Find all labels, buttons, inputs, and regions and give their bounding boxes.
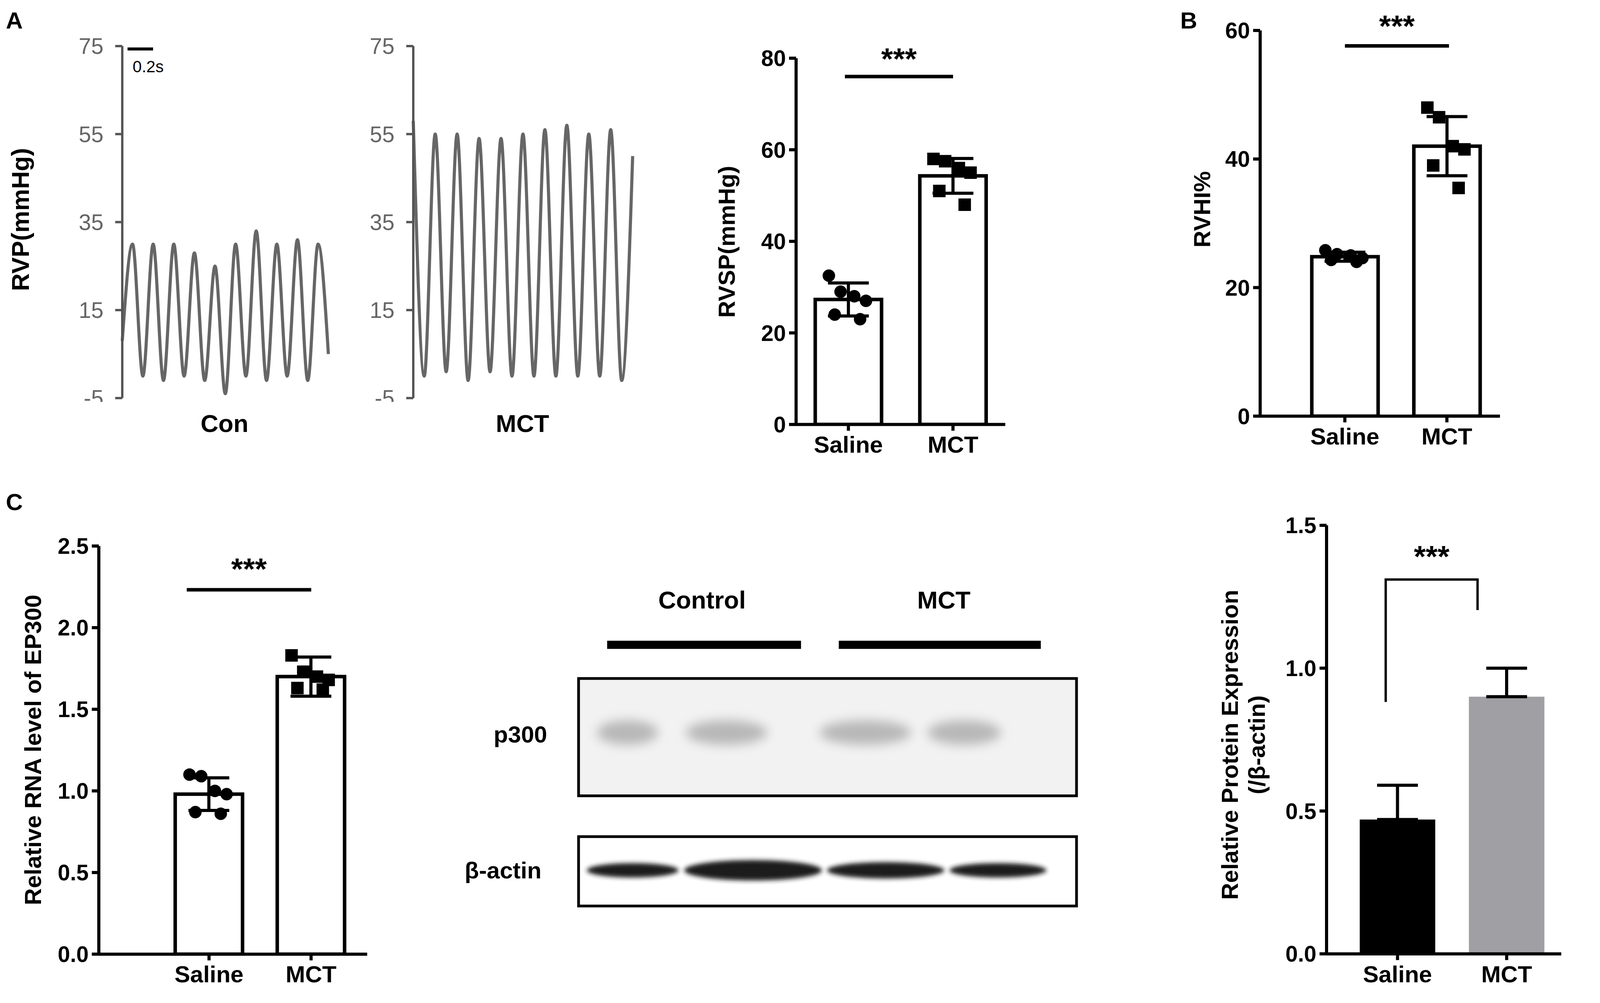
html-text:RVHI%: RVHI% [1188,170,1216,248]
svg-text:0: 0 [1237,403,1250,429]
svg-text:-5: -5 [83,385,104,402]
svg-text:75: 75 [369,33,395,59]
svg-text:Saline: Saline [174,961,244,988]
html-text:C: C [5,488,23,516]
svg-text:80: 80 [760,45,786,71]
svg-text:35: 35 [369,209,395,235]
svg-text:2.0: 2.0 [57,615,89,641]
svg-text:0.5: 0.5 [1285,798,1317,824]
svg-text:60: 60 [1225,18,1250,44]
svg-text:75: 75 [78,33,104,59]
svg-text:0.0: 0.0 [1285,941,1317,967]
svg-text:Saline: Saline [1362,961,1433,988]
svg-text:MCT: MCT [917,586,971,614]
html-text:(/β-actin): (/β-actin) [1243,695,1270,795]
svg-text:2.5: 2.5 [57,533,89,559]
svg-text:Saline: Saline [1310,423,1380,450]
html-text:MCT: MCT [495,409,550,438]
html-text:A: A [5,7,23,34]
svg-text:0.5: 0.5 [57,860,89,886]
svg-text:-5: -5 [374,385,395,402]
html-text:Con: Con [200,409,249,438]
svg-text:40: 40 [1225,146,1250,172]
svg-text:MCT: MCT [1481,961,1533,988]
svg-text:60: 60 [760,137,786,163]
svg-text:MCT: MCT [1421,423,1473,450]
svg-text:β-actin: β-actin [464,857,542,884]
svg-text:0: 0 [773,412,786,438]
svg-text:15: 15 [78,297,104,323]
svg-text:Control: Control [658,586,746,614]
svg-text:55: 55 [78,121,104,147]
svg-text:0.2s: 0.2s [132,57,164,76]
html-text:RVSP(mmHg): RVSP(mmHg) [713,165,740,318]
svg-text:1.0: 1.0 [1285,655,1317,681]
svg-text:1.0: 1.0 [57,778,89,804]
svg-text:35: 35 [78,209,104,235]
svg-text:p300: p300 [493,721,548,748]
html-text:RVP(mmHg): RVP(mmHg) [6,147,34,291]
svg-text:40: 40 [760,228,786,254]
svg-text:MCT: MCT [927,431,979,458]
html-text:Relative RNA level of EP300: Relative RNA level of EP300 [19,594,46,906]
svg-text:20: 20 [760,320,786,346]
svg-text:Saline: Saline [813,431,883,458]
svg-text:0.0: 0.0 [57,941,89,967]
svg-text:MCT: MCT [285,961,337,988]
svg-text:55: 55 [369,121,395,147]
svg-text:20: 20 [1225,275,1250,301]
svg-text:1.5: 1.5 [1285,513,1317,539]
svg-text:1.5: 1.5 [57,696,89,722]
svg-text:15: 15 [369,297,395,323]
html-text:Relative Protein Expression: Relative Protein Expression [1216,589,1243,900]
html-text:B: B [1180,7,1198,34]
